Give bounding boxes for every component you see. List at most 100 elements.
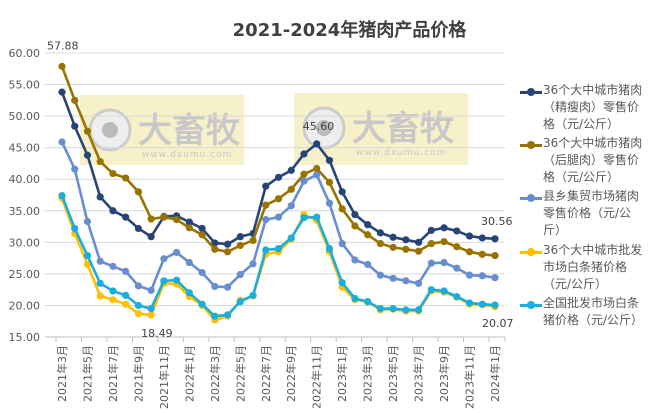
data-point bbox=[440, 238, 448, 246]
data-point bbox=[236, 270, 244, 279]
data-point bbox=[287, 234, 295, 242]
x-tick-label: 2022年3月 bbox=[208, 345, 222, 402]
data-point bbox=[376, 305, 384, 313]
watermark-url: www.dxumu.com bbox=[356, 148, 446, 158]
data-point bbox=[147, 215, 155, 223]
data-point bbox=[223, 248, 232, 256]
data-label: 18.49 bbox=[141, 327, 173, 340]
series-2 bbox=[58, 62, 499, 260]
data-point bbox=[351, 256, 359, 264]
data-point bbox=[58, 138, 66, 146]
data-point bbox=[109, 296, 117, 304]
data-point bbox=[96, 257, 104, 265]
data-point bbox=[249, 236, 257, 245]
data-point bbox=[211, 282, 219, 291]
data-point bbox=[223, 240, 232, 248]
data-point bbox=[338, 239, 346, 248]
data-point bbox=[109, 262, 117, 270]
data-point bbox=[478, 250, 486, 258]
x-tick-label: 2022年11月 bbox=[310, 345, 324, 409]
data-point bbox=[122, 213, 130, 221]
data-point bbox=[134, 301, 143, 310]
data-point bbox=[236, 241, 244, 250]
data-point bbox=[160, 277, 168, 285]
data-point bbox=[427, 239, 435, 248]
data-point bbox=[351, 210, 359, 219]
data-point bbox=[71, 224, 79, 233]
data-point bbox=[147, 286, 155, 294]
data-point bbox=[262, 246, 270, 254]
data-point bbox=[300, 177, 308, 185]
data-point bbox=[249, 260, 257, 268]
y-tick-label: 35.00 bbox=[9, 205, 41, 218]
data-point bbox=[122, 174, 130, 182]
data-point bbox=[83, 151, 92, 159]
data-point bbox=[389, 274, 397, 282]
data-point bbox=[389, 305, 397, 313]
data-point bbox=[351, 294, 359, 303]
x-tick-label: 2021年3月 bbox=[55, 345, 69, 402]
data-point bbox=[313, 171, 321, 179]
data-point bbox=[465, 232, 474, 240]
data-point bbox=[185, 289, 193, 297]
data-point bbox=[71, 96, 79, 104]
data-point bbox=[109, 207, 117, 215]
data-point bbox=[274, 213, 283, 221]
watermark-logo-dot bbox=[316, 120, 332, 136]
data-point bbox=[453, 293, 461, 301]
data-point bbox=[211, 239, 219, 247]
data-point bbox=[134, 224, 143, 233]
data-point bbox=[96, 292, 104, 300]
data-point bbox=[236, 298, 244, 306]
data-point bbox=[338, 188, 346, 196]
data-point bbox=[389, 243, 397, 251]
data-point bbox=[313, 164, 321, 173]
data-point bbox=[160, 213, 168, 221]
data-point bbox=[185, 224, 193, 232]
legend-marker bbox=[527, 88, 535, 96]
data-label: 30.56 bbox=[481, 215, 513, 228]
data-point bbox=[414, 306, 423, 314]
legend-marker bbox=[527, 248, 535, 256]
series-1 bbox=[58, 88, 499, 248]
data-point bbox=[364, 221, 372, 229]
data-point bbox=[300, 150, 308, 158]
data-point bbox=[122, 291, 130, 299]
data-point bbox=[211, 245, 219, 253]
data-point bbox=[465, 271, 474, 279]
legend-label: 36个大中城市猪肉（精瘦肉）零售价格（元/公斤） bbox=[543, 83, 643, 131]
legend-label: 全国批发市场白条猪价格（元/公斤） bbox=[543, 296, 644, 327]
data-point bbox=[453, 227, 461, 235]
y-tick-label: 60.00 bbox=[9, 47, 41, 60]
data-point bbox=[274, 173, 283, 181]
data-point bbox=[338, 279, 346, 287]
watermark-brand: 大畜牧 bbox=[352, 109, 455, 149]
data-point bbox=[83, 127, 92, 135]
data-point bbox=[83, 251, 92, 260]
watermark-logo-dot bbox=[102, 122, 118, 138]
data-point bbox=[211, 312, 219, 320]
data-point bbox=[453, 264, 461, 272]
data-point bbox=[198, 269, 206, 277]
data-point bbox=[364, 298, 372, 306]
data-point bbox=[491, 301, 499, 309]
data-point bbox=[453, 243, 461, 251]
x-tick-label: 2024年1月 bbox=[488, 345, 502, 402]
data-point bbox=[402, 277, 410, 285]
data-point bbox=[134, 310, 143, 318]
data-point bbox=[376, 229, 384, 237]
data-point bbox=[198, 300, 206, 308]
data-label: 57.88 bbox=[47, 39, 79, 52]
data-point bbox=[402, 245, 410, 253]
data-point bbox=[440, 287, 448, 295]
y-tick-label: 45.00 bbox=[9, 142, 41, 155]
data-point bbox=[491, 251, 499, 260]
data-point bbox=[338, 205, 346, 213]
data-point bbox=[287, 202, 295, 210]
y-tick-label: 55.00 bbox=[9, 79, 41, 92]
data-point bbox=[440, 224, 448, 232]
data-point bbox=[313, 213, 321, 221]
data-point bbox=[376, 271, 384, 279]
data-point bbox=[198, 231, 206, 239]
data-point bbox=[147, 311, 155, 319]
